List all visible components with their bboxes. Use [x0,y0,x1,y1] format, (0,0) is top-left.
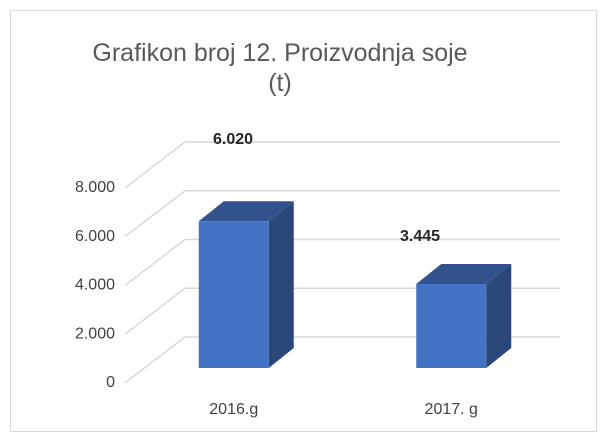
grid-line [124,141,186,189]
y-tick-label: 0 [106,374,115,391]
x-tick-label: 2017. g [425,401,478,418]
bar-front [198,221,269,368]
bar-side [486,264,512,368]
x-tick-label: 2016.g [209,401,258,418]
grid-line [124,287,186,335]
data-label: 6.020 [213,131,253,148]
grid-line [124,238,186,287]
bar-top [416,264,512,285]
grid-line [124,336,186,384]
bar-top [198,201,294,222]
bar-side [268,201,294,368]
y-tick-label: 4.000 [75,277,115,294]
chart-title: Grafikon broj 12. Proizvodnja soje (t) [92,39,468,97]
bar [198,201,294,368]
data-label: 3.445 [400,228,440,245]
bar [416,264,512,368]
chart-border [10,10,597,432]
y-tick-label: 6.000 [75,228,115,245]
bar-front [416,284,487,368]
grid-line [124,190,186,238]
y-tick-label: 2.000 [75,325,115,342]
y-tick-label: 8.000 [75,179,115,196]
